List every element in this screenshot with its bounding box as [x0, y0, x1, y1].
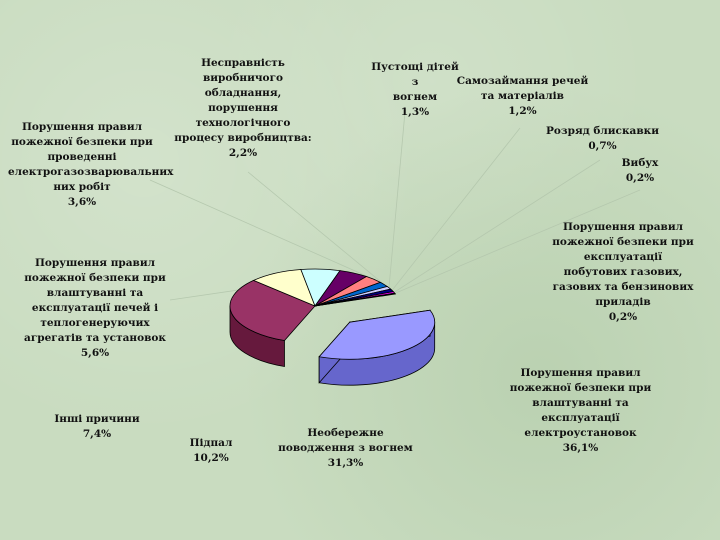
label-selfignite: Самозаймання речей та матеріалів 1,2%	[456, 75, 589, 117]
slice-gas	[314, 293, 397, 307]
leader-line-equipment	[247, 171, 385, 285]
label-explosion: Вибух 0,2%	[621, 157, 659, 184]
label-electro: Порушення правил пожежної безпеки при вл…	[509, 367, 652, 454]
label-equipment: Несправність виробничого обладнання, пор…	[174, 57, 312, 159]
slice-electro	[318, 309, 436, 360]
pie-group	[229, 268, 436, 386]
leader-lines	[149, 111, 641, 301]
label-gas: Порушення правил пожежної безпеки при ек…	[552, 221, 694, 323]
label-lightning: Розряд блискавки 0,7%	[546, 125, 659, 152]
leader-line-explosion	[394, 189, 641, 294]
label-welding: Порушення правил пожежної безпеки при пр…	[8, 121, 174, 208]
label-other: Інші причини 7,4%	[54, 413, 140, 440]
leader-line-selfignite	[391, 127, 521, 291]
leader-line-children	[388, 111, 406, 288]
leader-line-welding	[149, 179, 374, 280]
label-children: Пустощі дітей з вогнем 1,3%	[371, 61, 459, 118]
slice-careless	[229, 279, 316, 341]
label-stoves: Порушення правил пожежної безпеки при вл…	[24, 257, 166, 359]
leader-line-lightning	[393, 159, 601, 293]
label-arson: Підпал 10,2%	[189, 437, 233, 464]
label-careless: Необережне поводження з вогнем 31,3%	[278, 427, 413, 469]
